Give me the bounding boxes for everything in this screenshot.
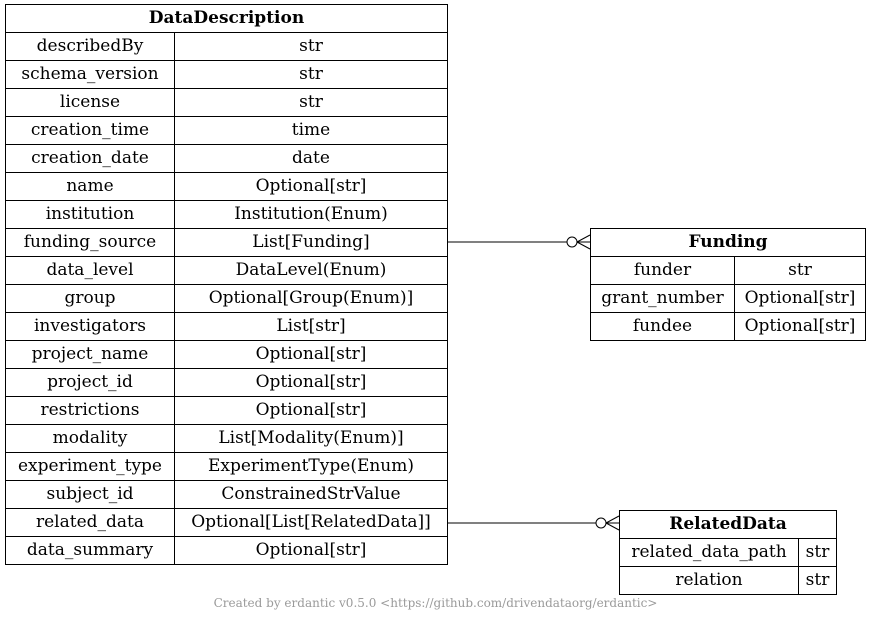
entity-funding: Funding funder str grant_number Optional[str… [590,228,866,341]
field-type: Institution(Enum) [174,200,448,229]
field-name: creation_date [5,144,175,173]
field-type: Optional[str] [174,536,448,565]
edge-related-data-to-relateddata [448,515,620,531]
field-type: Optional[str] [734,312,866,341]
zero-cardinality-circle [595,517,607,529]
field-type: List[str] [174,312,448,341]
field-type: str [174,32,448,61]
crowfoot-prong [576,234,591,243]
zero-cardinality-circle [566,236,578,248]
edge-funding-source-to-funding [448,234,591,250]
entity-funding-body: Funding funder str grant_number Optional[str… [590,228,866,341]
field-type: Optional[List[RelatedData]] [174,508,448,537]
field-name: fundee [590,312,735,341]
field-name: related_data [5,508,175,537]
field-name: describedBy [5,32,175,61]
footer-credit: Created by erdantic v0.5.0 <https://gith… [213,596,658,610]
field-type: List[Funding] [174,228,448,257]
field-type: str [174,60,448,89]
crowfoot-prong [605,515,620,524]
field-type: Optional[str] [174,368,448,397]
field-type: ConstrainedStrValue [174,480,448,509]
entity-related-data: RelatedData related_data_path str relation s… [619,510,837,595]
entity-related-data-body: RelatedData related_data_path str relation s… [619,510,837,595]
field-type: str [734,256,866,285]
entity-header-row: DataDescription [5,4,448,33]
field-name: name [5,172,175,201]
field-row: describedBy str [5,32,448,61]
field-name: restrictions [5,396,175,425]
field-type: Optional[str] [174,396,448,425]
field-type: date [174,144,448,173]
field-type: List[Modality(Enum)] [174,424,448,453]
entity-data-description-body: DataDescription describedBy str schema_vers… [5,4,448,565]
entity-data-description: DataDescription describedBy str schema_vers… [5,4,448,565]
field-row: institution Institution(Enum) [5,200,448,229]
field-name: relation [619,566,799,595]
crowfoot-prong [605,522,620,531]
field-row: data_level DataLevel(Enum) [5,256,448,285]
field-row: license str [5,88,448,117]
field-type: time [174,116,448,145]
field-row: subject_id ConstrainedStrValue [5,480,448,509]
field-name: license [5,88,175,117]
field-row: name Optional[str] [5,172,448,201]
field-row: project_id Optional[str] [5,368,448,397]
field-row: creation_time time [5,116,448,145]
crowfoot-prong [576,241,591,250]
field-row: relation str [619,566,837,595]
field-row: related_data_path str [619,538,837,567]
field-row: funding_source List[Funding] [5,228,448,257]
field-row: group Optional[Group(Enum)] [5,284,448,313]
field-row: data_summary Optional[str] [5,536,448,565]
field-row: related_data Optional[List[RelatedData]] [5,508,448,537]
field-row: grant_number Optional[str] [590,284,866,313]
field-type: str [174,88,448,117]
entity-title: RelatedData [619,510,837,539]
field-row: creation_date date [5,144,448,173]
field-row: investigators List[str] [5,312,448,341]
field-name: grant_number [590,284,735,313]
field-type: Optional[str] [174,172,448,201]
field-name: funding_source [5,228,175,257]
field-row: restrictions Optional[str] [5,396,448,425]
field-name: related_data_path [619,538,799,567]
field-row: fundee Optional[str] [590,312,866,341]
field-name: subject_id [5,480,175,509]
field-name: data_summary [5,536,175,565]
field-type: Optional[str] [734,284,866,313]
field-name: institution [5,200,175,229]
entity-header-row: RelatedData [619,510,837,539]
entity-title: DataDescription [5,4,448,33]
field-name: data_level [5,256,175,285]
field-type: str [798,566,837,595]
field-type: Optional[Group(Enum)] [174,284,448,313]
field-name: group [5,284,175,313]
field-name: investigators [5,312,175,341]
